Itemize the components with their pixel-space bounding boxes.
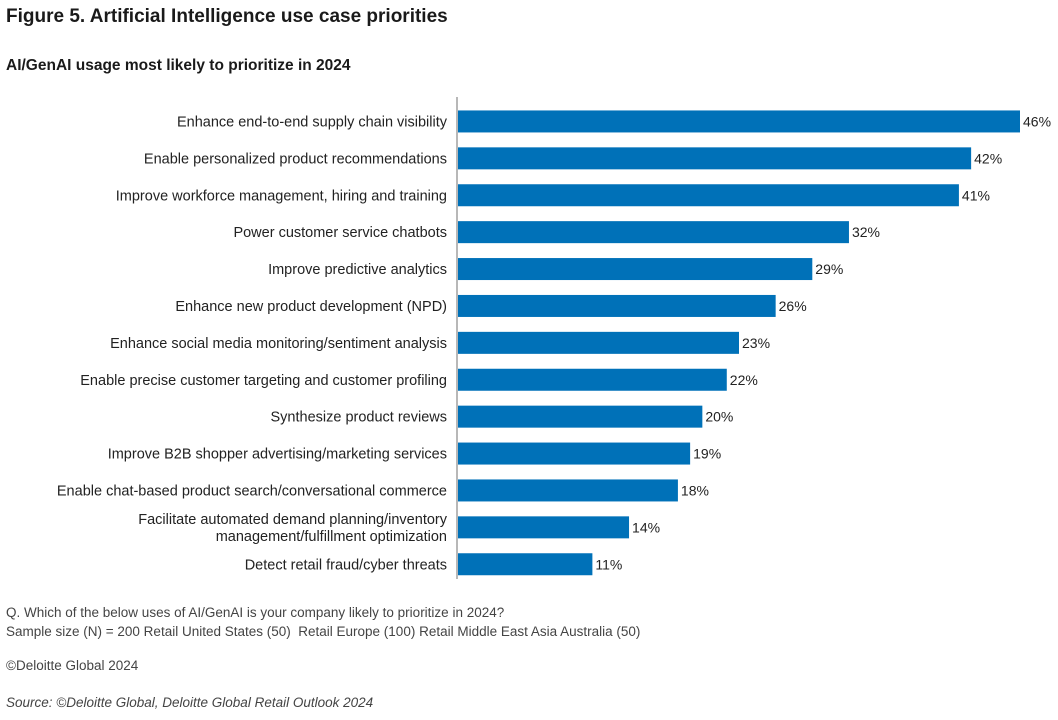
- bar: [458, 258, 813, 281]
- category-label: Power customer service chatbots: [233, 225, 447, 241]
- value-label: 18%: [681, 482, 709, 498]
- bar: [458, 442, 691, 465]
- value-label: 29%: [815, 261, 843, 277]
- value-label: 32%: [852, 224, 880, 240]
- chart-notes: Q. Which of the below uses of AI/GenAI i…: [6, 603, 640, 641]
- category-label: Enhance new product development (NPD): [175, 299, 447, 315]
- value-label: 19%: [693, 446, 721, 462]
- bar: [458, 516, 630, 539]
- value-label: 11%: [595, 556, 622, 572]
- value-label: 23%: [742, 335, 770, 351]
- bar: [458, 368, 727, 391]
- category-label: Detect retail fraud/cyber threats: [245, 557, 447, 573]
- category-label: Enhance end-to-end supply chain visibili…: [177, 114, 448, 130]
- copyright-text: ©Deloitte Global 2024: [6, 658, 139, 673]
- bar: [458, 184, 959, 207]
- bar: [458, 110, 1020, 133]
- value-label: 41%: [962, 187, 990, 203]
- category-label: Synthesize product reviews: [271, 410, 448, 426]
- value-label: 26%: [779, 298, 807, 314]
- category-label: Improve B2B shopper advertising/marketin…: [108, 447, 447, 463]
- chart-subtitle: AI/GenAI usage most likely to prioritize…: [6, 57, 351, 74]
- value-label: 20%: [705, 409, 733, 425]
- bar: [458, 479, 678, 502]
- category-label: Enable chat-based product search/convers…: [57, 483, 447, 499]
- value-label: 46%: [1023, 113, 1051, 129]
- sample-size: Sample size (N) = 200 Retail United Stat…: [6, 624, 641, 639]
- figure-title: Figure 5. Artificial Intelligence use ca…: [6, 6, 448, 27]
- category-label: Enable personalized product recommendati…: [144, 151, 447, 167]
- bar: [458, 221, 849, 244]
- value-label: 22%: [730, 372, 758, 388]
- category-label: Improve workforce management, hiring and…: [116, 188, 447, 204]
- bar: [458, 294, 776, 317]
- source-text: Source: ©Deloitte Global, Deloitte Globa…: [6, 695, 374, 710]
- category-label: Enhance social media monitoring/sentimen…: [110, 336, 447, 352]
- bar: [458, 331, 739, 354]
- category-label: Enable precise customer targeting and cu…: [80, 373, 447, 389]
- category-label: Facilitate automated demand planning/inv…: [138, 512, 447, 545]
- bar-chart: Enhance end-to-end supply chain visibili…: [57, 97, 1051, 579]
- category-label: Improve predictive analytics: [268, 262, 447, 278]
- survey-question: Q. Which of the below uses of AI/GenAI i…: [6, 605, 505, 620]
- value-label: 14%: [632, 519, 660, 535]
- bar: [458, 405, 703, 428]
- value-label: 42%: [974, 150, 1002, 166]
- bar: [458, 147, 972, 170]
- bar: [458, 553, 593, 576]
